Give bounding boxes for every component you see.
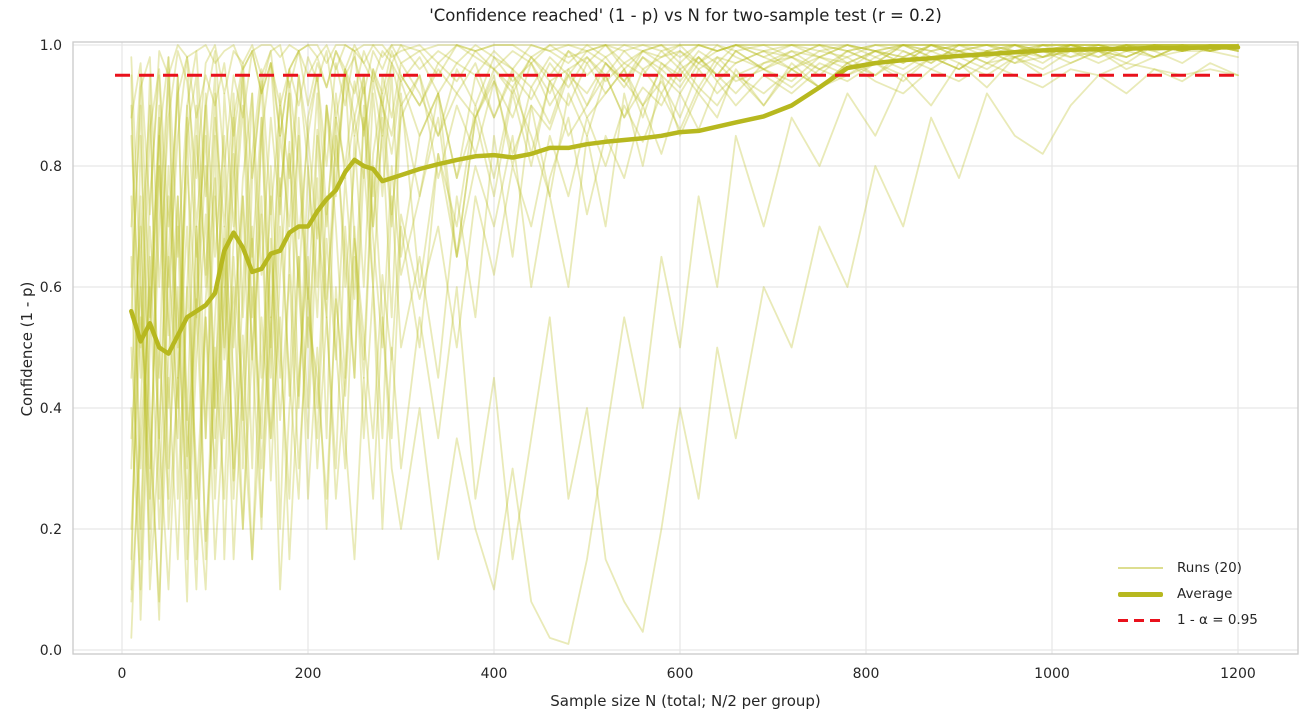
legend-average-label: Average (1177, 586, 1233, 602)
run-line (130, 44, 1239, 603)
x-tick-label: 400 (481, 666, 508, 682)
run-line (130, 44, 1239, 645)
y-tick-label: 1.0 (40, 38, 62, 54)
run-line (130, 44, 1239, 591)
run-line (130, 62, 1239, 633)
x-tick-label: 200 (295, 666, 322, 682)
run-line (130, 44, 1239, 561)
x-tick-label: 800 (853, 666, 880, 682)
legend-runs-label: Runs (20) (1177, 560, 1242, 576)
legend-item-threshold: 1 - α = 0.95 (1118, 611, 1258, 629)
x-tick-label: 1200 (1220, 666, 1256, 682)
y-tick-label: 0.2 (40, 522, 62, 538)
y-tick-label: 0.8 (40, 159, 62, 175)
legend-average-line-sample (1118, 591, 1163, 597)
y-tick-label: 0.0 (40, 643, 62, 659)
run-line (130, 44, 1239, 216)
run-line (130, 44, 1239, 561)
run-line (130, 62, 1239, 470)
x-tick-label: 0 (118, 666, 127, 682)
run-line (130, 44, 1239, 530)
chart-title: 'Confidence reached' (1 - p) vs N for tw… (429, 6, 942, 25)
run-line (130, 44, 1239, 319)
y-axis-label: Confidence (1 - p) (18, 281, 36, 417)
run-line (130, 44, 1239, 639)
legend-item-average: Average (1118, 585, 1258, 603)
legend: Runs (20) Average 1 - α = 0.95 (1118, 559, 1258, 629)
run-line (130, 44, 1239, 500)
run-line (130, 44, 1239, 591)
x-axis-label: Sample size N (total; N/2 per group) (550, 692, 821, 710)
axes-spines (72, 41, 1299, 655)
legend-threshold-line-sample (1118, 618, 1163, 622)
y-tick-label: 0.6 (40, 280, 62, 296)
run-line (130, 44, 1239, 379)
run-line (130, 44, 1239, 319)
y-tick-label: 0.4 (40, 401, 62, 417)
legend-item-runs: Runs (20) (1118, 559, 1258, 577)
legend-runs-line-sample (1118, 567, 1163, 569)
x-tick-label: 600 (667, 666, 694, 682)
legend-threshold-label: 1 - α = 0.95 (1177, 612, 1258, 628)
run-line (130, 44, 1239, 603)
x-tick-label: 1000 (1034, 666, 1070, 682)
average-line (129, 45, 1241, 356)
